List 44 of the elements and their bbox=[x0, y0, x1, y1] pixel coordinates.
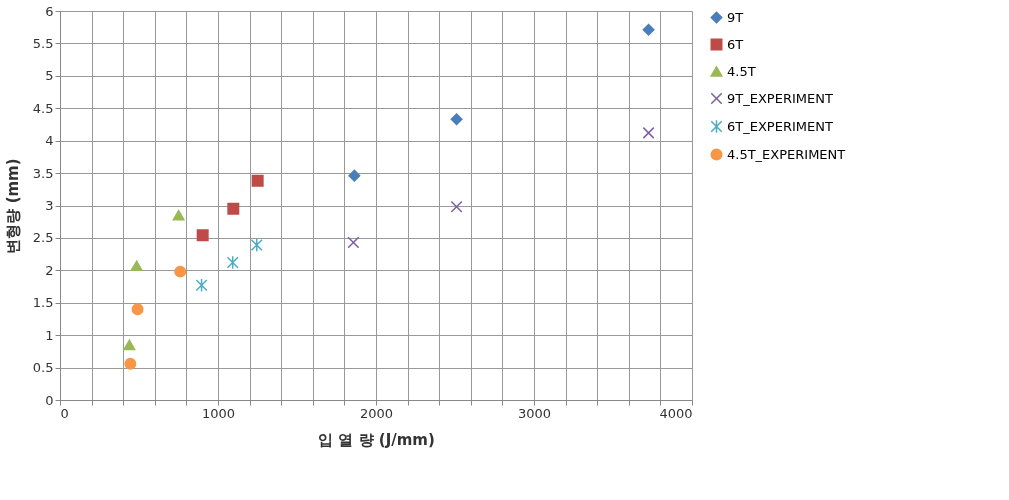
x-axis-title: 입 열 량 (J/mm) bbox=[318, 430, 435, 449]
point bbox=[195, 278, 208, 293]
legend-label: 4.5T_EXPERIMENT bbox=[727, 146, 846, 162]
y-axis-title: 변형량 (mm) bbox=[3, 158, 22, 254]
y-tick-label: 0 bbox=[45, 392, 54, 408]
legend-label: 6T_EXPERIMENT bbox=[727, 118, 833, 134]
x-tick-label: 3000 bbox=[517, 405, 552, 421]
y-tick-label: 4 bbox=[45, 133, 54, 149]
point bbox=[226, 255, 239, 270]
point bbox=[642, 126, 655, 139]
legend-label: 9T_EXPERIMENT bbox=[727, 90, 833, 106]
point bbox=[347, 236, 360, 249]
y-tick-label: 3 bbox=[45, 198, 54, 213]
point bbox=[450, 113, 463, 126]
point bbox=[130, 260, 143, 272]
point bbox=[642, 23, 655, 36]
x-tick-label: 2000 bbox=[359, 405, 394, 421]
x-tick-label: 1000 bbox=[201, 405, 236, 421]
y-tick-label: 5.5 bbox=[32, 35, 54, 51]
point bbox=[196, 229, 209, 242]
point bbox=[172, 209, 185, 221]
y-tick-label: 4.5 bbox=[32, 100, 54, 116]
x-tick-label: 0 bbox=[60, 405, 69, 421]
y-tick-label: 2.5 bbox=[32, 230, 54, 246]
y-tick-label: 6 bbox=[45, 3, 54, 19]
y-tick-label: 2 bbox=[45, 262, 54, 278]
y-tick-label: 5 bbox=[45, 68, 54, 84]
x-tick-label: 4000 bbox=[659, 405, 693, 421]
y-tick-label: 3.5 bbox=[32, 165, 54, 181]
point bbox=[250, 238, 263, 253]
point bbox=[123, 339, 136, 351]
point bbox=[124, 357, 137, 370]
y-tick-label: 1.5 bbox=[32, 295, 54, 311]
y-tick-label: 0.5 bbox=[32, 360, 54, 376]
point bbox=[227, 202, 240, 215]
legend-label: 9T bbox=[727, 9, 744, 25]
point bbox=[450, 200, 463, 213]
point bbox=[131, 303, 144, 316]
point bbox=[348, 169, 361, 182]
y-tick-label: 1 bbox=[45, 327, 54, 343]
legend-label: 4.5T bbox=[727, 63, 756, 79]
point bbox=[251, 174, 264, 187]
point bbox=[174, 265, 187, 278]
legend-label: 6T bbox=[727, 36, 744, 52]
